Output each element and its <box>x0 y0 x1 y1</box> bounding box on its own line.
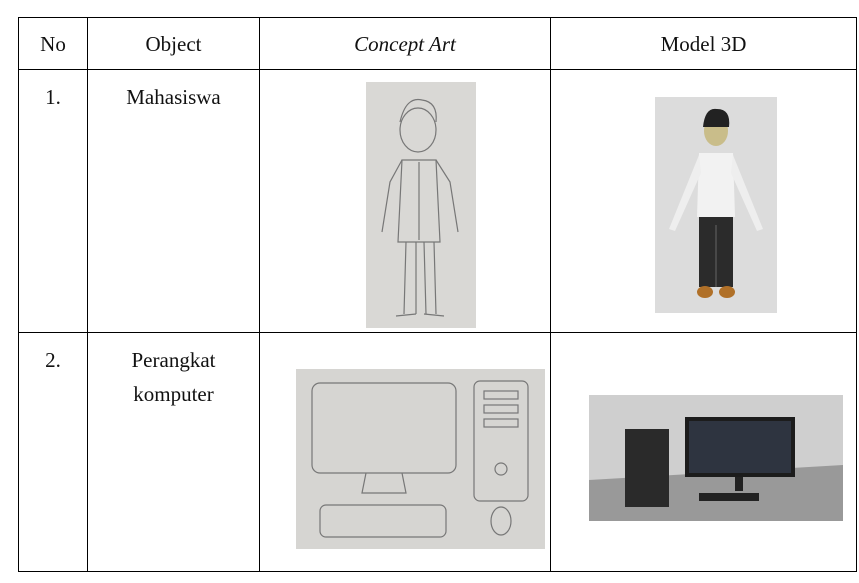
concept-art-student <box>366 82 476 328</box>
model-3d-computer <box>589 395 843 521</box>
model-3d-student <box>655 97 777 313</box>
number-cell: 2. <box>18 332 88 572</box>
header-row: No Object Concept Art Model 3D <box>18 17 857 70</box>
header-cell: Model 3D <box>550 17 857 70</box>
number-cell: 1. <box>18 69 88 333</box>
header-cell: Concept Art <box>259 17 551 70</box>
header-cell: No <box>18 17 88 70</box>
concept-art-computer <box>296 369 545 549</box>
header-cell: Object <box>87 17 260 70</box>
object-cell: Mahasiswa <box>87 69 260 333</box>
object-cell: Perangkat komputer <box>87 332 260 572</box>
